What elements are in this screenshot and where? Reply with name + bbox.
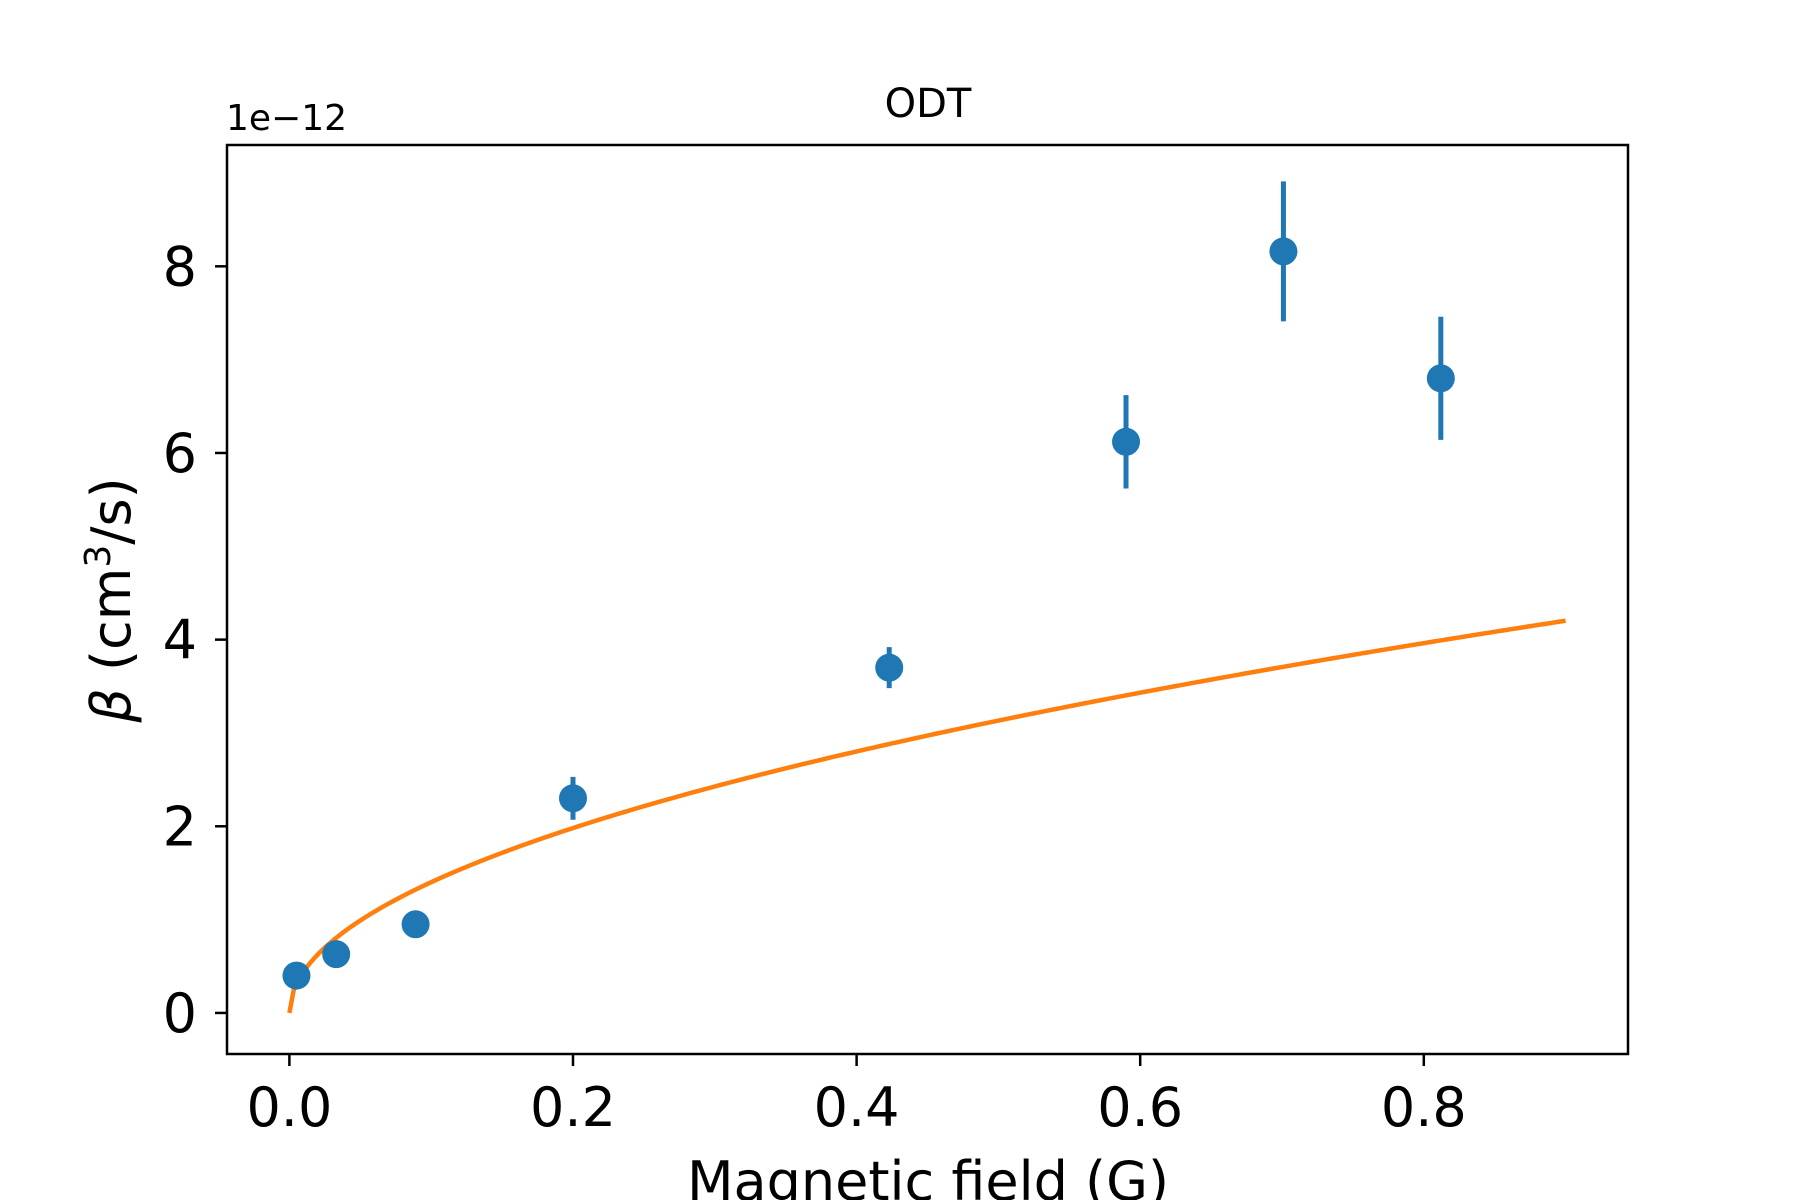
x-tick-label: 0.6 <box>1097 1076 1183 1139</box>
y-axis-label: β (cm3/s) <box>78 477 144 723</box>
y-axis-label-symbol: β <box>80 688 143 723</box>
y-tick-label: 8 <box>163 235 197 298</box>
data-point <box>322 940 351 969</box>
y-axis-label-exponent: 3 <box>78 545 119 568</box>
plot-area <box>282 181 1566 1014</box>
x-tick-label: 0.8 <box>1381 1076 1467 1139</box>
x-axis-ticks: 0.0 0.2 0.4 0.6 0.8 <box>246 1054 1467 1139</box>
fit-curve <box>287 618 1566 1014</box>
data-point <box>282 961 311 990</box>
y-tick-label: 0 <box>163 982 197 1045</box>
x-axis-label: Magnetic field (G) <box>687 1150 1169 1200</box>
y-axis-ticks: 0 2 4 6 8 <box>163 235 227 1045</box>
data-point <box>558 784 587 813</box>
y-axis-label-unit-suffix: /s) <box>80 477 143 544</box>
axes-frame <box>225 143 1630 1056</box>
y-tick-label: 2 <box>163 795 197 858</box>
y-tick-label: 6 <box>163 422 197 485</box>
y-axis-label-unit: (cm <box>80 568 143 671</box>
data-point <box>1426 364 1455 393</box>
y-tick-label: 4 <box>163 609 197 672</box>
x-tick-label: 0.0 <box>246 1076 332 1139</box>
data-point <box>1269 237 1298 266</box>
chart-title: ODT <box>885 81 972 127</box>
data-point <box>1112 427 1141 456</box>
data-point <box>875 653 904 682</box>
data-point <box>401 910 430 939</box>
x-tick-label: 0.2 <box>530 1076 616 1139</box>
x-tick-label: 0.4 <box>814 1076 900 1139</box>
y-offset-label: 1e−12 <box>226 98 347 139</box>
